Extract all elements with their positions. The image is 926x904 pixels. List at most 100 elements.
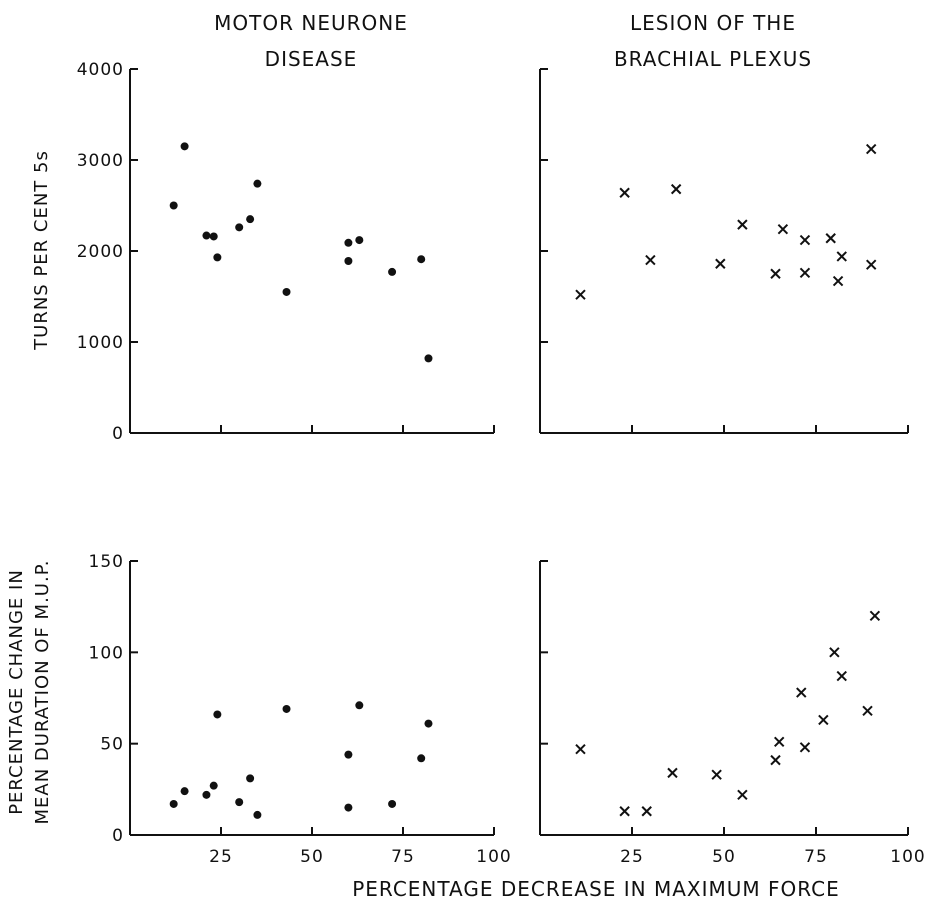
data-point-cross: [818, 714, 829, 726]
cross-stroke: [575, 743, 586, 755]
data-point-dot: [246, 774, 255, 783]
data-point-cross: [836, 251, 847, 262]
data-point-dot: [282, 704, 291, 713]
data-point-cross: [773, 736, 785, 748]
cross-stroke: [667, 767, 678, 779]
data-point-cross: [829, 647, 840, 658]
x-tick-label: 25: [620, 847, 644, 867]
right-title-line2: BRACHIAL PLEXUS: [614, 47, 812, 71]
y-tick-label: 0: [112, 826, 124, 846]
data-point-dot: [388, 799, 397, 808]
plot-panels: 0 1000 2000 3000 4000 0 50 100 150 25 50 75 100 25 50 7…: [77, 60, 925, 867]
data-point-cross: [770, 754, 781, 766]
data-point-cross: [711, 769, 722, 780]
x-tick-label: 100: [476, 847, 511, 867]
cross-stroke: [770, 268, 781, 279]
cross-stroke: [737, 219, 748, 230]
y-tick-label: 50: [100, 735, 124, 755]
x-tick-label: 75: [804, 847, 828, 867]
panel-top-right: [539, 68, 909, 434]
data-point-cross: [799, 267, 811, 279]
cross-stroke: [799, 234, 811, 246]
cross-stroke: [670, 183, 682, 195]
data-point-cross: [619, 806, 630, 817]
data-point-dot: [202, 790, 211, 799]
cross-stroke: [711, 769, 722, 780]
x-tick-label: 25: [209, 847, 233, 867]
data-point-cross: [799, 234, 811, 246]
data-point-cross: [832, 275, 844, 287]
data-point-cross: [865, 143, 877, 155]
data-point-dot: [235, 223, 244, 232]
data-point-dot: [246, 215, 255, 224]
data-point-cross: [575, 289, 586, 300]
cross-stroke: [641, 806, 652, 817]
cross-stroke: [799, 267, 811, 279]
panel-bottom-left: 0 50 100 150 25 50 75 100: [89, 552, 511, 867]
y-tick-label: 4000: [77, 60, 124, 80]
data-point-dot: [213, 710, 222, 719]
data-point-cross: [667, 767, 678, 779]
cross-stroke: [865, 259, 877, 270]
y-tick-label: 2000: [77, 242, 124, 262]
cross-stroke: [829, 647, 840, 658]
data-point-dot: [388, 267, 397, 276]
data-point-cross: [865, 259, 877, 270]
data-point-dot: [282, 287, 291, 296]
right-title-line1: LESION OF THE: [630, 11, 796, 35]
data-point-dot: [424, 354, 433, 363]
left-title-line1: MOTOR NEURONE: [214, 11, 408, 35]
y-tick-label: 3000: [77, 151, 124, 171]
y-tick-label: 100: [89, 643, 124, 663]
cross-stroke: [865, 143, 877, 155]
data-point-dot: [344, 257, 353, 266]
bottom-y-axis-label-line2: MEAN DURATION OF M.U.P.: [32, 560, 53, 825]
data-point-cross: [737, 219, 748, 230]
data-point-cross: [645, 254, 656, 266]
bottom-y-axis-label-line1: PERCENTAGE CHANGE IN: [6, 569, 27, 815]
top-y-axis-label: TURNS PER CENT 5s: [31, 150, 52, 351]
cross-stroke: [799, 742, 811, 753]
data-point-dot: [344, 803, 353, 812]
cross-stroke: [773, 736, 785, 748]
y-tick-label: 150: [89, 552, 124, 572]
data-point-dot: [169, 201, 178, 210]
data-point-cross: [715, 258, 726, 269]
data-point-dot: [417, 255, 426, 264]
x-tick-label: 50: [712, 847, 736, 867]
cross-stroke: [619, 806, 630, 817]
cross-stroke: [796, 687, 807, 698]
cross-stroke: [645, 254, 656, 266]
data-point-dot: [355, 701, 364, 710]
data-point-cross: [862, 705, 873, 716]
data-point-dot: [180, 142, 189, 151]
data-point-cross: [641, 806, 652, 817]
panel-top-left: 0 1000 2000 3000 4000: [77, 60, 495, 444]
cross-stroke: [836, 670, 847, 682]
data-point-cross: [619, 187, 630, 198]
data-point-dot: [253, 810, 262, 819]
data-point-dot: [424, 719, 433, 728]
data-point-dot: [180, 787, 189, 796]
data-point-cross: [575, 743, 586, 755]
data-point-dot: [202, 231, 211, 240]
data-point-dot: [344, 238, 353, 247]
data-point-cross: [869, 610, 881, 622]
cross-stroke: [715, 258, 726, 269]
cross-stroke: [818, 714, 829, 726]
data-point-cross: [670, 183, 682, 195]
data-point-dot: [213, 253, 222, 262]
cross-stroke: [836, 251, 847, 262]
cross-stroke: [869, 610, 881, 622]
data-point-dot: [344, 750, 353, 759]
data-point-dot: [253, 179, 262, 188]
left-title-line2: DISEASE: [265, 47, 358, 71]
data-point-cross: [799, 742, 811, 753]
cross-stroke: [862, 705, 873, 716]
data-point-cross: [825, 233, 836, 244]
data-point-dot: [209, 781, 218, 790]
data-point-cross: [770, 268, 781, 279]
cross-stroke: [777, 223, 789, 235]
data-point-cross: [796, 687, 807, 698]
cross-stroke: [575, 289, 586, 300]
